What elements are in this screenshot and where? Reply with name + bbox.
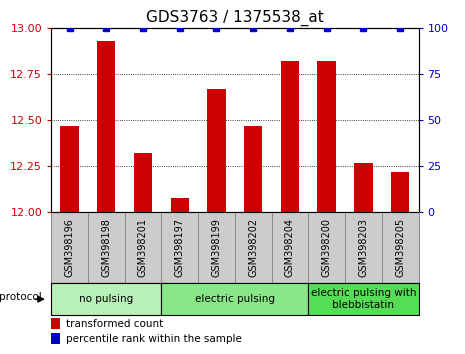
- Bar: [235, 212, 272, 283]
- Bar: [198, 212, 235, 283]
- Text: GSM398199: GSM398199: [212, 218, 221, 277]
- Bar: [207, 89, 226, 212]
- Bar: [382, 212, 418, 283]
- Bar: [318, 62, 336, 212]
- Text: GSM398197: GSM398197: [175, 218, 185, 277]
- Text: GSM398201: GSM398201: [138, 218, 148, 277]
- Bar: [51, 318, 60, 329]
- Bar: [308, 212, 345, 283]
- Bar: [308, 283, 418, 315]
- Bar: [161, 283, 308, 315]
- Text: GSM398203: GSM398203: [359, 218, 368, 277]
- Bar: [51, 333, 60, 344]
- Text: electric pulsing: electric pulsing: [195, 294, 275, 304]
- Text: GSM398202: GSM398202: [248, 218, 258, 278]
- Title: GDS3763 / 1375538_at: GDS3763 / 1375538_at: [146, 9, 324, 25]
- Bar: [88, 212, 125, 283]
- Bar: [51, 283, 161, 315]
- Text: electric pulsing with
blebbistatin: electric pulsing with blebbistatin: [311, 288, 416, 310]
- Text: GSM398198: GSM398198: [101, 218, 111, 277]
- Bar: [125, 212, 161, 283]
- Bar: [244, 126, 262, 212]
- Bar: [51, 212, 88, 283]
- Bar: [354, 163, 372, 212]
- Text: GSM398204: GSM398204: [285, 218, 295, 277]
- Text: no pulsing: no pulsing: [79, 294, 133, 304]
- Bar: [60, 126, 79, 212]
- Text: protocol: protocol: [0, 292, 42, 302]
- Text: percentile rank within the sample: percentile rank within the sample: [66, 334, 242, 344]
- Bar: [171, 198, 189, 212]
- Bar: [281, 62, 299, 212]
- Bar: [345, 212, 382, 283]
- Text: transformed count: transformed count: [66, 319, 163, 329]
- Bar: [272, 212, 308, 283]
- Text: GSM398205: GSM398205: [395, 218, 405, 278]
- Bar: [391, 172, 409, 212]
- Bar: [134, 154, 152, 212]
- Text: GSM398196: GSM398196: [65, 218, 74, 277]
- Bar: [161, 212, 198, 283]
- Bar: [97, 41, 115, 212]
- Text: GSM398200: GSM398200: [322, 218, 332, 277]
